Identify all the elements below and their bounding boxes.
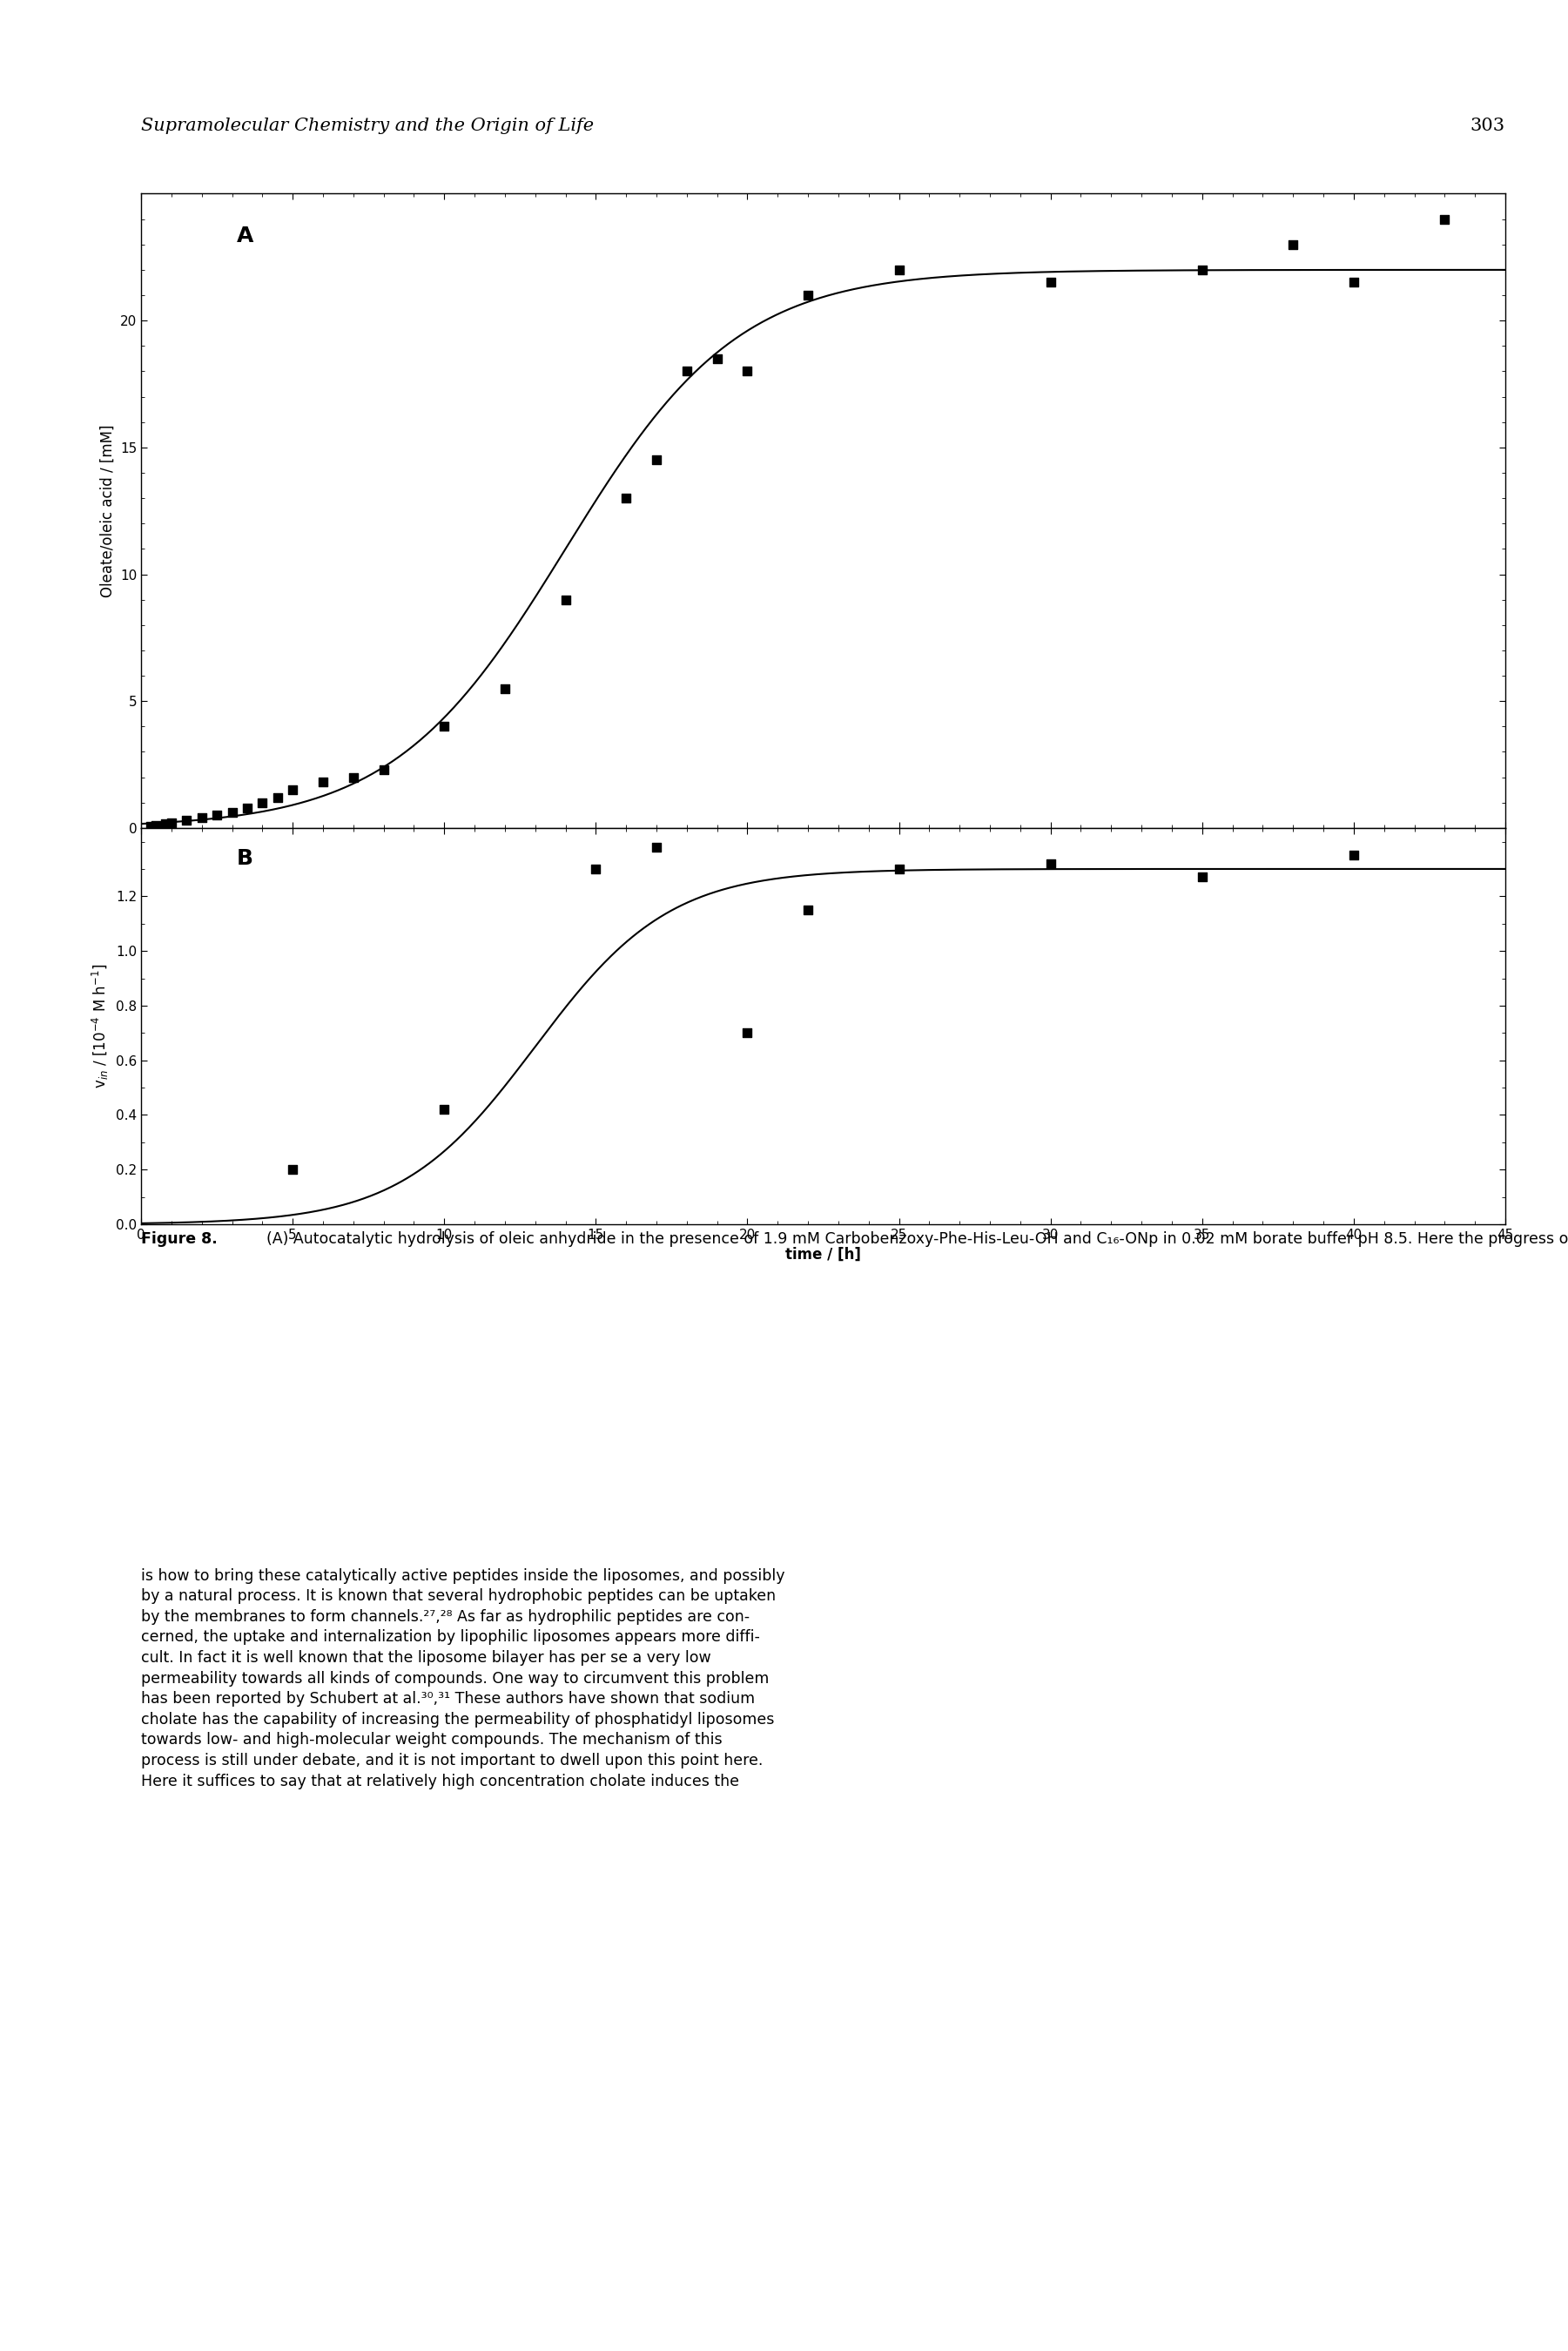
Point <box>158 804 183 842</box>
Text: is how to bring these catalytically active peptides inside the liposomes, and po: is how to bring these catalytically acti… <box>141 1568 786 1789</box>
Point <box>138 809 163 846</box>
Point <box>235 790 260 828</box>
Point <box>644 442 670 480</box>
Point <box>1341 837 1366 875</box>
Point <box>340 759 365 797</box>
Point <box>431 1091 456 1128</box>
Text: 303: 303 <box>1471 118 1505 134</box>
Point <box>795 891 820 929</box>
Point <box>220 795 245 832</box>
Point <box>310 764 336 802</box>
Point <box>704 341 729 379</box>
Point <box>492 670 517 708</box>
Point <box>1190 252 1215 289</box>
Point <box>735 1013 760 1051</box>
Point <box>644 828 670 865</box>
Point <box>583 851 608 889</box>
Point <box>1038 263 1063 301</box>
Text: B: B <box>237 849 252 868</box>
Y-axis label: v$_{in}$ / [10$^{-4}$ M h$^{-1}$]: v$_{in}$ / [10$^{-4}$ M h$^{-1}$] <box>91 964 111 1089</box>
Text: Figure 8.: Figure 8. <box>141 1232 218 1246</box>
Point <box>144 806 169 844</box>
Point <box>372 750 397 788</box>
Point <box>281 1152 306 1190</box>
Point <box>190 799 215 837</box>
Point <box>613 480 638 517</box>
Point <box>1432 200 1457 237</box>
X-axis label: time / [h]: time / [h] <box>786 1246 861 1262</box>
Point <box>152 806 177 844</box>
Point <box>431 708 456 745</box>
Point <box>795 277 820 315</box>
Point <box>674 353 699 390</box>
Point <box>1341 263 1366 301</box>
Point <box>249 783 274 820</box>
Point <box>1281 226 1306 263</box>
Point <box>204 797 229 835</box>
Point <box>735 353 760 390</box>
Point <box>554 581 579 618</box>
Point <box>174 802 199 839</box>
Point <box>1038 844 1063 882</box>
Point <box>886 851 911 889</box>
Point <box>281 771 306 809</box>
Text: Supramolecular Chemistry and the Origin of Life: Supramolecular Chemistry and the Origin … <box>141 118 594 134</box>
Text: (A) Autocatalytic hydrolysis of oleic anhydride in the presence of 1.9 mM Carbob: (A) Autocatalytic hydrolysis of oleic an… <box>257 1232 1568 1246</box>
Point <box>1190 858 1215 896</box>
Point <box>265 778 290 816</box>
Text: A: A <box>237 226 254 247</box>
Y-axis label: Oleate/oleic acid / [mM]: Oleate/oleic acid / [mM] <box>100 426 116 597</box>
Point <box>886 252 911 289</box>
